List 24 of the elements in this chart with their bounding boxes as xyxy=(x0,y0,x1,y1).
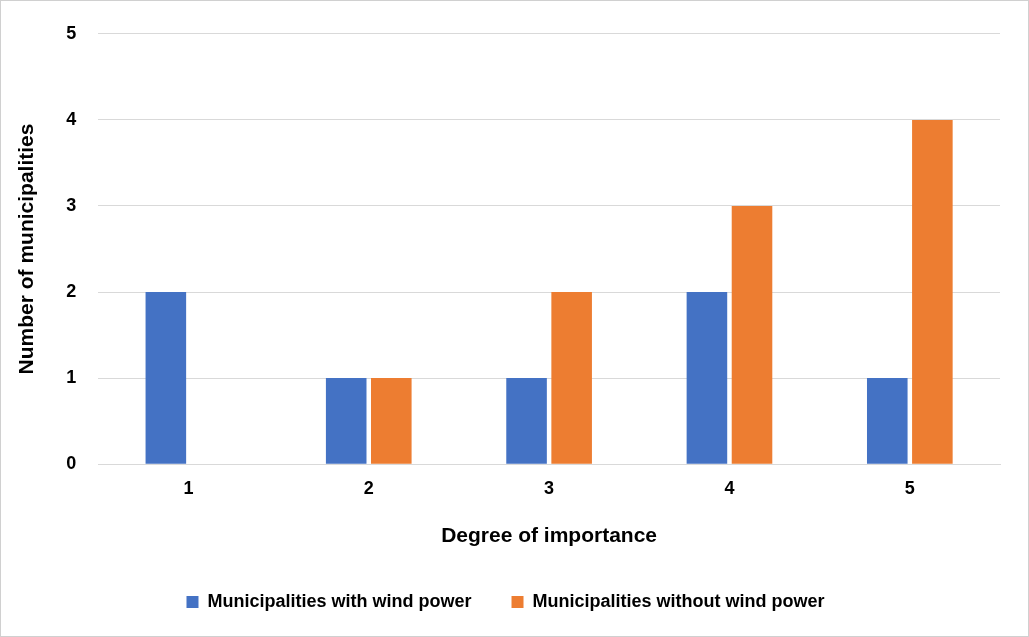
x-tick-label: 1 xyxy=(183,477,194,498)
x-tick-label: 5 xyxy=(904,477,915,498)
y-tick-label: 2 xyxy=(66,281,77,302)
bar xyxy=(731,205,773,464)
y-tick-label: 0 xyxy=(66,453,77,474)
y-tick-label: 4 xyxy=(66,108,77,129)
bar xyxy=(371,378,412,464)
y-tick-label: 3 xyxy=(66,194,77,215)
legend-label: Municipalities without wind power xyxy=(532,590,825,611)
x-tick-label: 3 xyxy=(544,477,555,498)
y-axis-title: Number of municipalities xyxy=(14,123,38,375)
bar xyxy=(506,378,547,464)
legend-label: Municipalities with wind power xyxy=(207,590,472,611)
bar xyxy=(866,378,908,464)
y-tick-label: 5 xyxy=(66,22,77,43)
y-tick-label: 1 xyxy=(66,367,77,388)
x-axis-title: Degree of importance xyxy=(441,523,658,547)
x-tick-label: 2 xyxy=(363,477,374,498)
bar xyxy=(686,292,728,464)
bar xyxy=(551,292,592,464)
bar xyxy=(145,292,187,464)
bar xyxy=(912,119,953,464)
bar xyxy=(325,378,367,464)
x-tick-label: 4 xyxy=(724,477,735,498)
